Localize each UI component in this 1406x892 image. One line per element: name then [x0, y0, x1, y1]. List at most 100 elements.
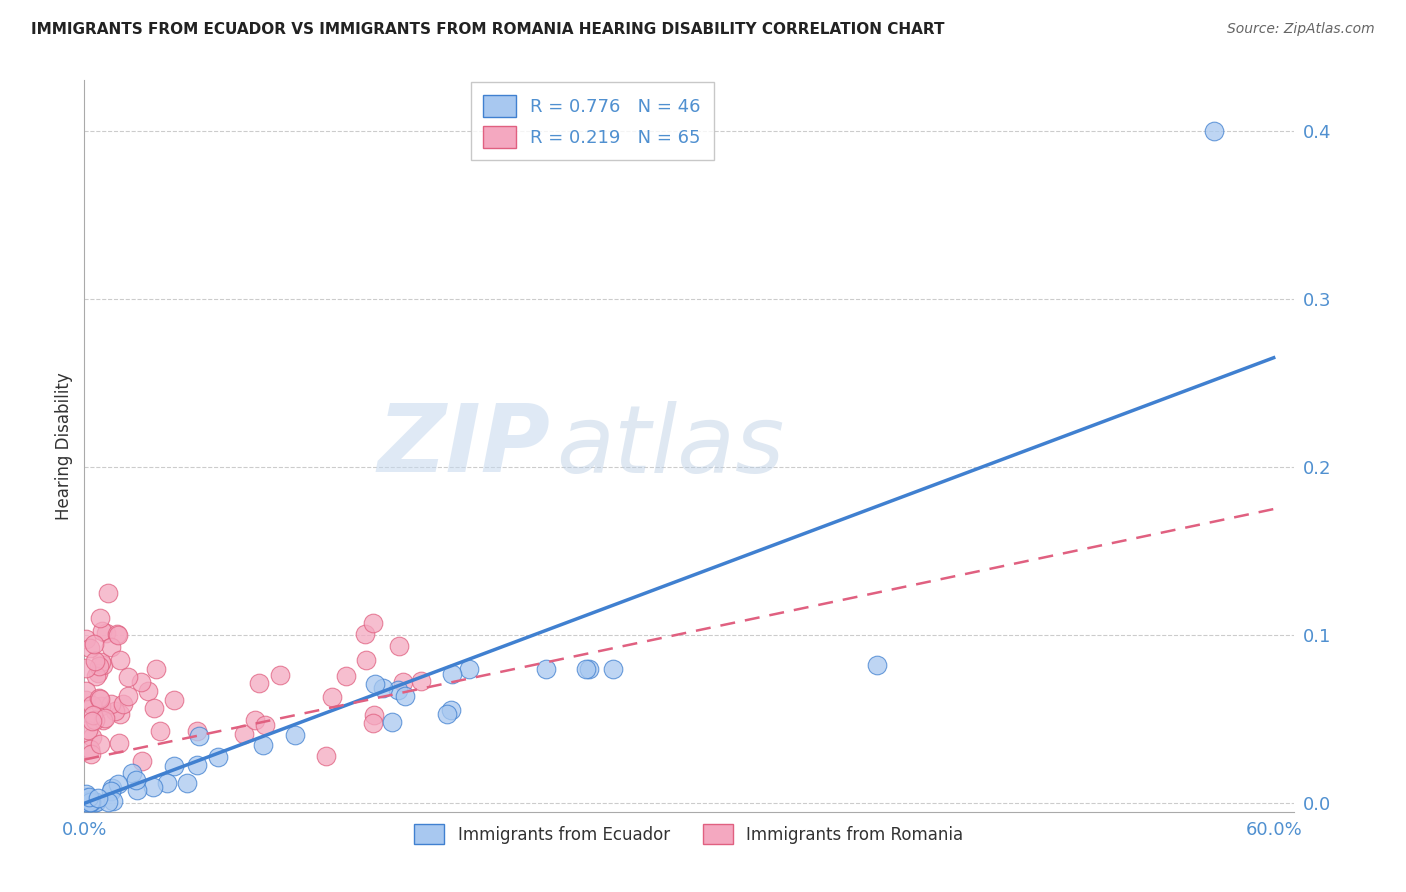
Point: [75, 632, 97, 647]
Point: [84, 795, 107, 809]
Point: [145, 662, 167, 676]
Point: [75, 795, 97, 809]
Point: [91, 713, 114, 727]
Point: [87, 658, 110, 673]
Point: [84, 795, 107, 809]
Point: [80, 714, 103, 728]
Point: [100, 781, 122, 796]
Text: Source: ZipAtlas.com: Source: ZipAtlas.com: [1227, 22, 1375, 37]
Point: [176, 776, 198, 790]
Point: [392, 675, 415, 690]
Point: [110, 706, 132, 721]
Point: [163, 759, 186, 773]
Point: [100, 640, 122, 655]
Point: [381, 715, 404, 730]
Point: [364, 677, 387, 691]
Point: [82, 708, 104, 723]
Point: [361, 716, 384, 731]
Point: [82, 698, 104, 713]
Point: [91, 624, 114, 639]
Point: [75, 789, 97, 804]
Point: [89, 611, 111, 625]
Point: [100, 784, 122, 798]
Point: [105, 627, 128, 641]
Point: [89, 737, 111, 751]
Point: [361, 615, 384, 630]
Point: [354, 627, 377, 641]
Text: IMMIGRANTS FROM ECUADOR VS IMMIGRANTS FROM ROMANIA HEARING DISABILITY CORRELATIO: IMMIGRANTS FROM ECUADOR VS IMMIGRANTS FR…: [31, 22, 945, 37]
Point: [100, 698, 122, 712]
Point: [356, 653, 378, 667]
Point: [96, 625, 118, 640]
Point: [89, 692, 111, 706]
Text: ZIP: ZIP: [377, 400, 550, 492]
Point: [80, 730, 103, 744]
Point: [335, 669, 357, 683]
Point: [83, 636, 105, 650]
Point: [79, 795, 101, 809]
Point: [247, 676, 270, 690]
Point: [388, 639, 411, 653]
Point: [136, 683, 159, 698]
Point: [117, 689, 139, 703]
Point: [387, 682, 409, 697]
Point: [79, 747, 101, 761]
Point: [91, 657, 114, 672]
Point: [89, 690, 111, 705]
Point: [84, 655, 107, 669]
Point: [253, 718, 276, 732]
Point: [75, 693, 97, 707]
Point: [186, 757, 208, 772]
Point: [108, 736, 131, 750]
Point: [117, 670, 139, 684]
Point: [104, 705, 127, 719]
Point: [84, 669, 107, 683]
Point: [142, 701, 165, 715]
Point: [440, 667, 463, 681]
Point: [575, 662, 598, 676]
Point: [79, 795, 101, 809]
Point: [186, 724, 208, 739]
Point: [79, 742, 101, 756]
Point: [75, 787, 97, 801]
Point: [866, 658, 889, 673]
Point: [97, 586, 120, 600]
Point: [107, 628, 129, 642]
Point: [125, 782, 148, 797]
Point: [156, 776, 179, 790]
Point: [90, 698, 112, 713]
Point: [93, 711, 115, 725]
Point: [440, 703, 463, 717]
Point: [87, 665, 110, 680]
Point: [436, 707, 458, 722]
Point: [534, 662, 557, 676]
Point: [284, 728, 307, 742]
Point: [90, 655, 112, 669]
Point: [79, 641, 101, 656]
Point: [97, 795, 120, 809]
Point: [79, 793, 101, 807]
Point: [77, 790, 100, 805]
Point: [363, 708, 385, 723]
Point: [602, 662, 624, 676]
Point: [131, 754, 153, 768]
Point: [458, 662, 481, 676]
Point: [125, 773, 148, 788]
Point: [578, 662, 600, 676]
Point: [131, 674, 153, 689]
Point: [207, 750, 229, 764]
Legend: Immigrants from Ecuador, Immigrants from Romania: Immigrants from Ecuador, Immigrants from…: [408, 817, 970, 851]
Point: [409, 674, 432, 689]
Point: [112, 697, 135, 711]
Point: [76, 723, 98, 737]
Point: [75, 684, 97, 698]
Point: [107, 777, 129, 791]
Point: [108, 653, 131, 667]
Text: atlas: atlas: [555, 401, 785, 491]
Point: [162, 692, 184, 706]
Point: [252, 738, 274, 752]
Point: [1204, 124, 1226, 138]
Point: [75, 660, 97, 674]
Point: [149, 724, 172, 739]
Point: [86, 791, 108, 805]
